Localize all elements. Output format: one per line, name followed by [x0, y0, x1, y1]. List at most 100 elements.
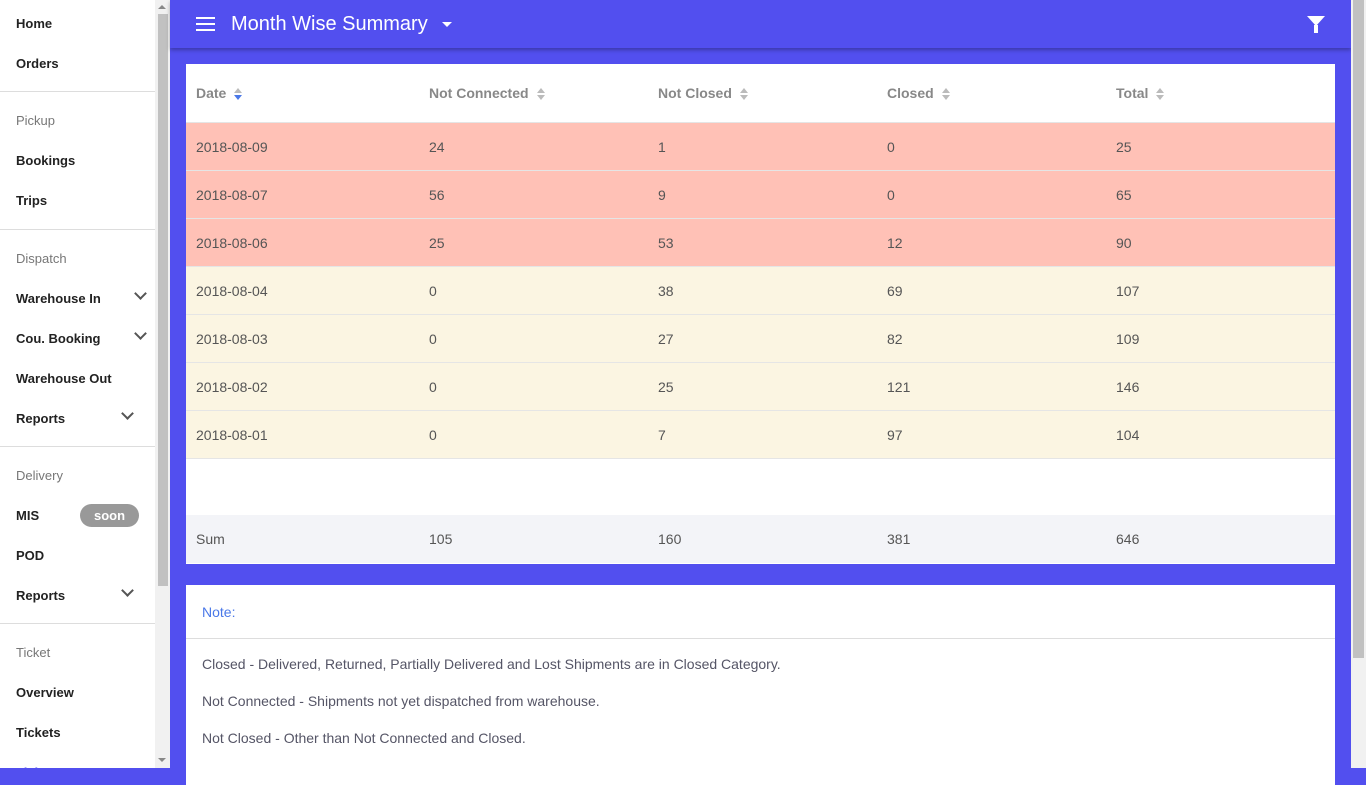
sidebar-item-reports-dispatch[interactable]: Reports	[0, 398, 155, 438]
sort-icon[interactable]	[536, 88, 546, 101]
sidebar-item-reports-delivery[interactable]: Reports	[0, 575, 155, 615]
table-cell: 0	[887, 138, 895, 155]
table-cell: 12	[887, 234, 903, 251]
divider	[0, 229, 155, 230]
divider	[0, 623, 155, 624]
table-row[interactable]: 2018-08-03 0 27 82 109	[186, 315, 1335, 363]
table-cell: 25	[429, 234, 445, 251]
table-cell: 0	[429, 426, 437, 443]
column-header-closed[interactable]: Closed	[877, 85, 1106, 101]
sidebar-item-cou-booking[interactable]: Cou. Booking	[0, 318, 155, 358]
table-row[interactable]: 2018-08-09 24 1 0 25	[186, 123, 1335, 171]
table-cell: 2018-08-01	[196, 426, 268, 443]
sidebar-item-tickets[interactable]: Tickets	[16, 724, 61, 740]
sidebar-item-ticket-reports[interactable]: Ticket Reports	[0, 752, 155, 769]
section-ticket: Ticket	[16, 644, 51, 660]
table-cell: 69	[887, 282, 903, 299]
table-row[interactable]: 2018-08-07 56 9 0 65	[186, 171, 1335, 219]
sum-not-closed: 160	[658, 531, 682, 547]
table-header: Date Not Connected Not Closed Closed Tot…	[186, 64, 1335, 123]
chevron-down-icon	[134, 287, 147, 300]
chevron-down-icon	[121, 407, 134, 420]
sidebar-item-home[interactable]: Home	[16, 15, 53, 31]
sidebar-item-mis[interactable]: MIS soon	[0, 495, 155, 535]
filter-icon[interactable]	[1307, 16, 1325, 33]
label: Reports	[16, 587, 66, 603]
sort-icon[interactable]	[941, 88, 951, 101]
column-header-total[interactable]: Total	[1106, 85, 1335, 101]
summary-table: Date Not Connected Not Closed Closed Tot…	[186, 64, 1335, 564]
sort-icon[interactable]	[739, 88, 749, 101]
page-title[interactable]: Month Wise Summary	[231, 12, 428, 35]
table-cell: 9	[658, 186, 666, 203]
note-title: Note:	[186, 585, 1335, 639]
column-header-not-closed[interactable]: Not Closed	[648, 85, 877, 101]
table-cell: 121	[887, 378, 911, 395]
table-cell: 2018-08-04	[196, 282, 268, 299]
table-cell: 146	[1116, 378, 1140, 395]
sidebar-scrollbar-thumb[interactable]	[158, 14, 168, 586]
table-cell: 2018-08-06	[196, 234, 268, 251]
table-cell: 104	[1116, 426, 1140, 443]
top-app-bar: Month Wise Summary	[170, 0, 1351, 48]
soon-badge: soon	[80, 504, 140, 527]
table-cell: 7	[658, 426, 666, 443]
sidebar-item-bookings[interactable]: Bookings	[16, 152, 76, 168]
sidebar-item-trips[interactable]: Trips	[16, 192, 48, 208]
label: Reports	[16, 410, 66, 426]
table-cell: 53	[658, 234, 674, 251]
table-cell: 2018-08-02	[196, 378, 268, 395]
table-cell: 0	[429, 282, 437, 299]
sum-row: Sum 105 160 381 646	[186, 515, 1335, 563]
sum-label: Sum	[196, 531, 225, 547]
sum-closed: 381	[887, 531, 911, 547]
table-cell: 56	[429, 186, 445, 203]
scroll-up-arrow-icon[interactable]	[158, 5, 166, 9]
table-cell: 1	[658, 138, 666, 155]
label: Warehouse In	[16, 290, 101, 306]
table-row[interactable]: 2018-08-01 0 7 97 104	[186, 411, 1335, 459]
menu-icon[interactable]	[196, 17, 215, 31]
chevron-down-icon	[121, 584, 134, 597]
sidebar-item-warehouse-out[interactable]: Warehouse Out	[16, 370, 112, 386]
column-header-not-connected[interactable]: Not Connected	[419, 85, 648, 101]
column-header-date[interactable]: Date	[186, 85, 419, 101]
sidebar-item-orders[interactable]: Orders	[16, 55, 59, 71]
table-cell: 25	[658, 378, 674, 395]
table-cell: 24	[429, 138, 445, 155]
table-cell: 107	[1116, 282, 1140, 299]
table-cell: 109	[1116, 330, 1140, 347]
sidebar-item-warehouse-in[interactable]: Warehouse In	[0, 278, 155, 318]
table-cell: 82	[887, 330, 903, 347]
note-line: Not Connected - Shipments not yet dispat…	[202, 693, 600, 709]
sidebar: Home Orders Pickup Bookings Trips Dispat…	[0, 0, 155, 768]
sort-icon[interactable]	[1156, 88, 1165, 101]
sum-not-connected: 105	[429, 531, 453, 547]
table-cell: 97	[887, 426, 903, 443]
table-cell: 0	[887, 186, 895, 203]
note-line: Closed - Delivered, Returned, Partially …	[202, 656, 781, 672]
section-delivery: Delivery	[16, 467, 63, 483]
label: Cou. Booking	[16, 330, 101, 346]
table-cell: 2018-08-07	[196, 186, 268, 203]
table-cell: 25	[1116, 138, 1132, 155]
table-row[interactable]: 2018-08-04 0 38 69 107	[186, 267, 1335, 315]
divider	[0, 446, 155, 447]
sidebar-item-overview[interactable]: Overview	[16, 684, 74, 700]
table-cell: 38	[658, 282, 674, 299]
table-cell: 65	[1116, 186, 1132, 203]
sort-icon[interactable]	[234, 88, 243, 101]
table-cell: 0	[429, 378, 437, 395]
note-line: Not Closed - Other than Not Connected an…	[202, 730, 526, 746]
scroll-down-arrow-icon[interactable]	[158, 758, 166, 762]
section-dispatch: Dispatch	[16, 250, 67, 266]
sidebar-item-pod[interactable]: POD	[16, 547, 45, 563]
chevron-down-icon	[134, 327, 147, 340]
main-scrollbar-thumb[interactable]	[1353, 0, 1364, 658]
table-row[interactable]: 2018-08-06 25 53 12 90	[186, 219, 1335, 267]
dropdown-caret-icon[interactable]	[441, 21, 452, 27]
table-cell: 90	[1116, 234, 1132, 251]
label: MIS	[16, 507, 40, 523]
table-row[interactable]: 2018-08-02 0 25 121 146	[186, 363, 1335, 411]
table-cell: 2018-08-03	[196, 330, 268, 347]
